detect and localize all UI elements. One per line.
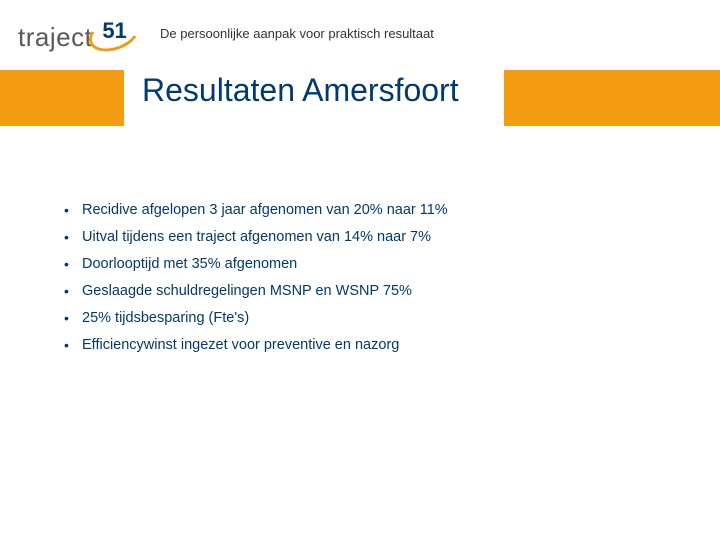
list-item: 25% tijdsbesparing (Fte's) [60,308,660,329]
list-item: Geslaagde schuldregelingen MSNP en WSNP … [60,281,660,302]
bullet-list: Recidive afgelopen 3 jaar afgenomen van … [60,200,660,356]
list-item: Efficiencywinst ingezet voor preventive … [60,335,660,356]
title-box: Resultaten Amersfoort [124,58,504,127]
content-area: Recidive afgelopen 3 jaar afgenomen van … [60,200,660,362]
logo: traject 51 [18,14,140,60]
logo-mark: 51 [94,14,140,60]
page-title: Resultaten Amersfoort [142,72,474,109]
list-item: Recidive afgelopen 3 jaar afgenomen van … [60,200,660,221]
logo-number: 51 [102,18,126,44]
header: traject 51 De persoonlijke aanpak voor p… [0,0,720,130]
tagline: De persoonlijke aanpak voor praktisch re… [160,26,434,41]
list-item: Doorlooptijd met 35% afgenomen [60,254,660,275]
list-item: Uitval tijdens een traject afgenomen van… [60,227,660,248]
logo-word: traject [18,22,92,53]
